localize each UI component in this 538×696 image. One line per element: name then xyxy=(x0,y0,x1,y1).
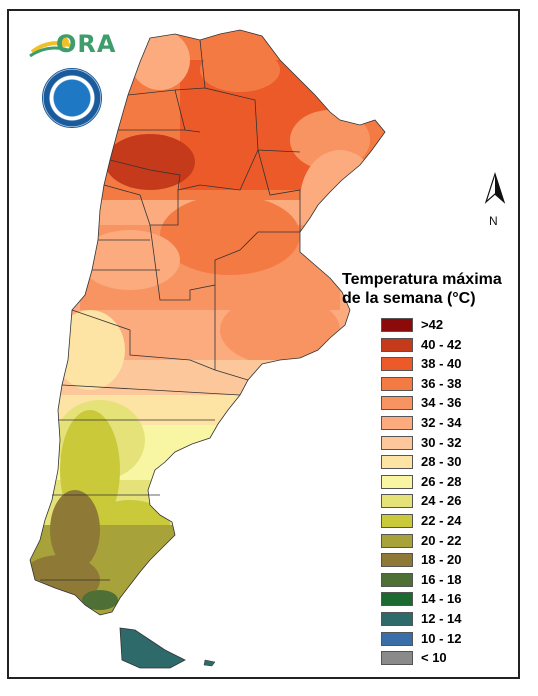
legend-label: < 10 xyxy=(421,650,447,666)
legend-label: 30 - 32 xyxy=(421,434,462,450)
legend-swatch xyxy=(381,474,413,489)
north-arrow-icon xyxy=(484,172,506,204)
legend-swatch xyxy=(381,396,413,411)
legend-label: 14 - 16 xyxy=(421,591,462,607)
legend-swatch xyxy=(381,318,413,332)
legend-label: 34 - 36 xyxy=(421,395,462,411)
legend-swatch xyxy=(381,357,413,372)
legend-swatch xyxy=(381,337,413,352)
legend-label: 10 - 12 xyxy=(421,630,462,646)
legend-swatch xyxy=(381,533,413,548)
legend-swatch xyxy=(381,376,413,391)
legend-swatch xyxy=(381,592,413,607)
ora-logo: ORA xyxy=(28,26,115,66)
legend-label: 38 - 40 xyxy=(421,356,462,372)
legend-swatch xyxy=(381,572,413,587)
legend-label: 12 - 14 xyxy=(421,610,462,626)
legend-label: 18 - 20 xyxy=(421,552,462,568)
legend-title-line2: de la semana (°C) xyxy=(342,290,476,307)
legend-swatch xyxy=(381,494,413,509)
legend-swatch xyxy=(381,651,413,666)
legend-label: 32 - 34 xyxy=(421,414,462,430)
legend-swatch xyxy=(381,455,413,470)
legend-label: 26 - 28 xyxy=(421,473,462,489)
ora-logo-text: ORA xyxy=(56,30,117,58)
legend-swatch xyxy=(381,415,413,430)
legend-swatch xyxy=(381,513,413,528)
north-label: N xyxy=(489,214,498,228)
ora-sun-logo-icon xyxy=(29,37,73,58)
legend-swatch xyxy=(381,631,413,646)
legend-label: 22 - 24 xyxy=(421,512,462,528)
legend-swatch xyxy=(381,435,413,450)
legend-swatch xyxy=(381,553,413,568)
legend-label: 28 - 30 xyxy=(421,454,462,470)
legend-label: 16 - 18 xyxy=(421,571,462,587)
smn-argentina-seal-icon xyxy=(42,68,102,128)
legend-label: 40 - 42 xyxy=(421,336,462,352)
legend-title: Temperatura máxima de la semana (°C) xyxy=(342,270,512,308)
legend-label: 24 - 26 xyxy=(421,493,462,509)
legend-label: 36 - 38 xyxy=(421,375,462,391)
legend-label: >42 xyxy=(421,317,444,332)
legend-label: 20 - 22 xyxy=(421,532,462,548)
legend-swatch xyxy=(381,611,413,626)
legend-title-line1: Temperatura máxima xyxy=(342,271,502,288)
